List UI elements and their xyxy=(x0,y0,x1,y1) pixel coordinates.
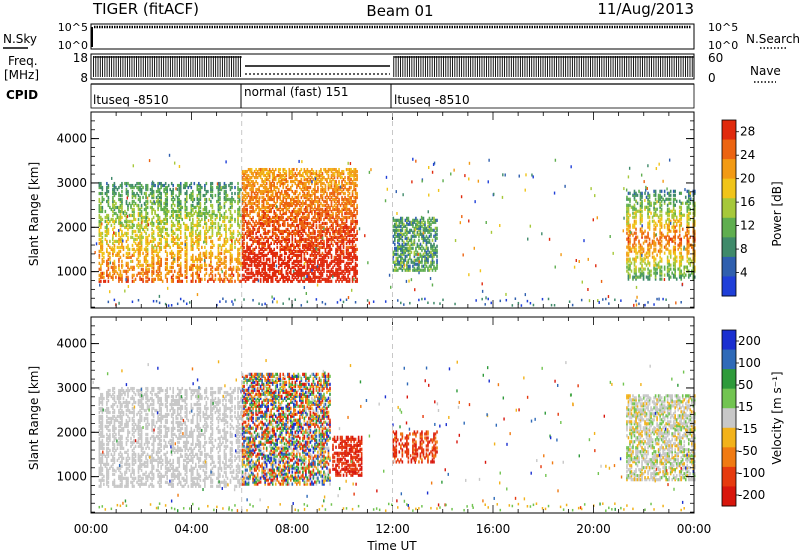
freq-label-1: Freq. xyxy=(8,54,38,68)
ytick-label: 1000 xyxy=(56,470,87,484)
colorbar-swatch xyxy=(722,237,736,258)
nsky-tick-top: 10^5 xyxy=(58,21,88,34)
colorbar-swatch xyxy=(722,369,736,390)
nave-tick-bottom: 0 xyxy=(708,71,716,85)
colorbar-swatch xyxy=(722,159,736,180)
colorbar-swatch xyxy=(722,427,736,448)
ytick-label: 3000 xyxy=(56,381,87,395)
cpid-panel: CPID ltuseq -8510 normal (fast) 151 ltus… xyxy=(6,83,695,109)
nave-tick-top: 60 xyxy=(708,51,723,65)
colorbar-tick-label: -100 xyxy=(738,466,765,480)
colorbar-swatch xyxy=(722,330,736,351)
colorbar-tick-label: 28 xyxy=(740,125,755,139)
power-axes: 1000 2000 3000 4000 xyxy=(56,112,695,308)
colorbar-swatch xyxy=(722,217,736,238)
colorbar-tick-label: -50 xyxy=(738,444,758,458)
colorbar-tick-label: -200 xyxy=(738,488,765,502)
power-colorbar: 4 8 12 16 20 24 28 xyxy=(721,119,755,297)
ytick-label: 3000 xyxy=(56,176,87,190)
colorbar-tick-label: 100 xyxy=(738,356,761,370)
ytick-label: 4000 xyxy=(56,337,87,351)
colorbar-tick-label: -15 xyxy=(738,422,758,436)
power-ylabel: Slant Range [km] xyxy=(27,162,41,266)
velocity-data-cells xyxy=(92,359,696,513)
velocity-colorbar: 200 100 50 15 -15 -50 -100 -200 xyxy=(721,329,765,507)
colorbar-swatch xyxy=(722,198,736,219)
plot-title: TIGER (fitACF) xyxy=(92,0,199,18)
colorbar-tick-label: 20 xyxy=(740,172,755,186)
colorbar-swatch xyxy=(722,139,736,160)
velocity-axes: 1000 2000 3000 4000 xyxy=(56,317,695,513)
colorbar-swatch xyxy=(722,120,736,141)
power-panel: 1000 2000 3000 4000 Slant Range [km] 4 8 12 16… xyxy=(27,111,784,309)
xtick-label: 00:00 xyxy=(677,522,712,536)
colorbar-tick-label: 50 xyxy=(738,378,753,392)
freq-label-2: [MHz] xyxy=(4,68,39,82)
colorbar-swatch xyxy=(722,276,736,297)
colorbar-tick-label: 200 xyxy=(738,334,761,348)
nsearch-tick-bottom: 10^0 xyxy=(708,39,738,52)
colorbar-swatch xyxy=(722,486,736,507)
nsearch-label: N.Search xyxy=(746,32,800,46)
ytick-label: 4000 xyxy=(56,132,87,146)
velocity-ylabel: Slant Range [km] xyxy=(27,366,41,470)
cpid-label: CPID xyxy=(6,88,38,102)
cpid-segment-2: normal (fast) 151 xyxy=(244,85,348,99)
colorbar-tick-label: 4 xyxy=(740,266,748,280)
beam-label: Beam 01 xyxy=(366,2,433,20)
ytick-label: 1000 xyxy=(56,265,87,279)
date-label: 11/Aug/2013 xyxy=(597,0,694,18)
velocity-colorbar-label: Velocity [m s⁻¹] xyxy=(770,371,784,464)
cpid-segment-3: ltuseq -8510 xyxy=(394,93,470,107)
nsearch-tick-top: 10^5 xyxy=(708,21,738,34)
xtick-label: 16:00 xyxy=(476,522,511,536)
power-colorbar-label: Power [dB] xyxy=(770,181,784,246)
ytick-label: 2000 xyxy=(56,425,87,439)
colorbar-swatch xyxy=(722,178,736,199)
cpid-segment-1: ltuseq -8510 xyxy=(93,93,169,107)
velocity-panel: 1000 2000 3000 4000 Slant Range [km] 200 100… xyxy=(27,316,784,553)
xtick-label: 20:00 xyxy=(576,522,611,536)
colorbar-tick-label: 24 xyxy=(740,148,755,162)
colorbar-swatch xyxy=(722,256,736,277)
freq-nave-trace xyxy=(93,56,694,77)
colorbar-swatch xyxy=(722,447,736,468)
ytick-label: 2000 xyxy=(56,220,87,234)
freq-frame xyxy=(90,53,695,80)
colorbar-tick-label: 16 xyxy=(740,195,755,209)
colorbar-swatch xyxy=(722,466,736,487)
xlabel: Time UT xyxy=(366,539,417,553)
time-axis-labels: 00:00 04:00 08:00 12:00 16:00 20:00 00:00 xyxy=(74,522,712,536)
colorbar-tick-label: 12 xyxy=(740,219,755,233)
colorbar-swatch xyxy=(722,388,736,409)
xtick-label: 12:00 xyxy=(375,522,410,536)
freq-tick-top: 18 xyxy=(73,51,88,65)
colorbar-swatch xyxy=(722,408,736,429)
freq-panel: Freq. [MHz] 18 8 60 0 Nave xyxy=(4,51,781,85)
colorbar-swatch xyxy=(722,349,736,370)
colorbar-tick-label: 8 xyxy=(740,242,748,256)
xtick-label: 00:00 xyxy=(74,522,109,536)
nave-label: Nave xyxy=(750,64,781,78)
colorbar-tick-label: 15 xyxy=(738,400,753,414)
xtick-label: 04:00 xyxy=(174,522,209,536)
xtick-label: 08:00 xyxy=(275,522,310,536)
nsky-tick-bottom: 10^0 xyxy=(58,39,88,52)
power-data-cells xyxy=(94,153,696,307)
nsky-label: N.Sky xyxy=(3,32,37,46)
freq-tick-bottom: 8 xyxy=(80,71,88,85)
nsky-panel: N.Sky 10^5 10^0 10^5 10^0 N.Search xyxy=(3,21,800,52)
